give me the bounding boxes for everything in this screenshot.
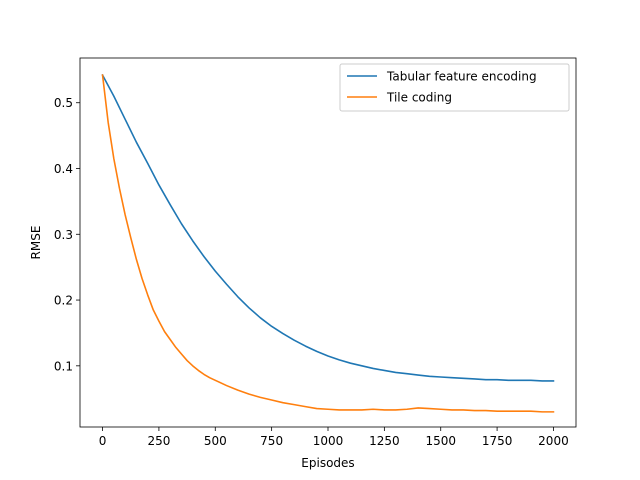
y-axis: 0.1 0.2 0.3 0.4 0.5 xyxy=(54,96,80,373)
legend-label-tile: Tile coding xyxy=(386,91,452,105)
x-tick-label: 1250 xyxy=(369,434,400,448)
x-tick-label: 2000 xyxy=(538,434,569,448)
y-axis-label: RMSE xyxy=(29,226,43,260)
y-tick-label: 0.2 xyxy=(54,294,73,308)
legend-box xyxy=(339,63,570,112)
series-line-tile xyxy=(101,74,555,413)
x-tick-label: 1500 xyxy=(425,434,456,448)
series-layer xyxy=(101,74,555,413)
x-axis-label: Episodes xyxy=(301,456,354,470)
x-tick-label: 1000 xyxy=(313,434,344,448)
y-tick-label: 0.3 xyxy=(54,228,73,242)
x-axis: 0 250 500 750 1000 1250 1500 1750 2000 xyxy=(99,427,569,448)
legend: Tabular feature encoding Tile coding xyxy=(339,63,570,112)
series-line-tabular xyxy=(101,74,555,382)
x-tick-label: 750 xyxy=(260,434,283,448)
x-tick-label: 1750 xyxy=(482,434,513,448)
x-tick-label: 0 xyxy=(99,434,107,448)
x-tick-label: 500 xyxy=(204,434,227,448)
y-tick-label: 0.4 xyxy=(54,162,73,176)
x-tick-label: 250 xyxy=(147,434,170,448)
legend-label-tabular: Tabular feature encoding xyxy=(386,70,537,84)
y-tick-label: 0.5 xyxy=(54,96,73,110)
plot-frame xyxy=(79,57,577,428)
y-tick-label: 0.1 xyxy=(54,359,73,373)
